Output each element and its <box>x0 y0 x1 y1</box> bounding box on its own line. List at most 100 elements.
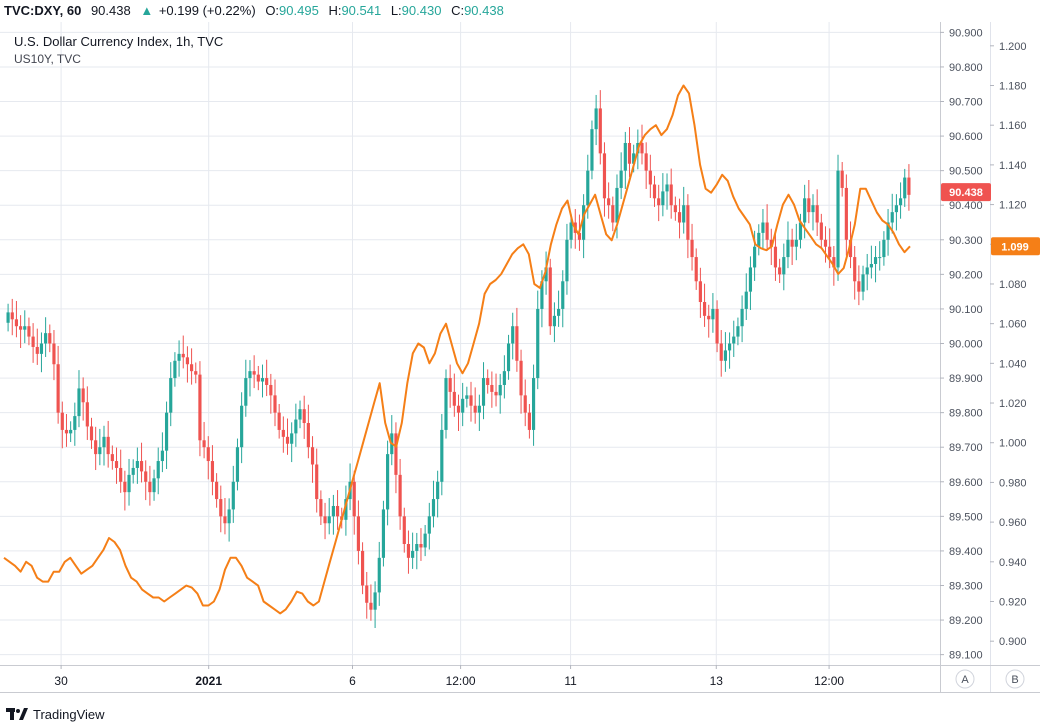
candle <box>398 474 402 517</box>
brand-label: TradingView <box>33 706 105 722</box>
candle <box>277 412 281 430</box>
candle <box>690 239 694 258</box>
scale-a-button[interactable] <box>955 669 975 689</box>
high-value: 90.541 <box>341 3 382 18</box>
candle <box>803 198 807 223</box>
scale-b-button[interactable] <box>1005 669 1025 689</box>
candle <box>661 191 665 206</box>
candle <box>119 467 123 482</box>
candle <box>486 378 490 385</box>
candle <box>10 312 14 320</box>
candle <box>673 205 677 213</box>
candle <box>335 505 340 517</box>
candle <box>577 232 582 240</box>
candle <box>39 343 44 354</box>
candle <box>732 336 736 344</box>
candle <box>769 239 773 247</box>
price-tick-label: 89.400 <box>949 546 983 558</box>
candle <box>615 187 619 223</box>
candle <box>198 374 202 441</box>
tradingview-brand[interactable]: TradingView <box>6 704 105 724</box>
candle <box>711 308 715 320</box>
candle <box>369 602 373 610</box>
main-series-legend[interactable]: U.S. Dollar Currency Index, 1h, TVC <box>14 34 224 49</box>
candle <box>748 267 753 292</box>
b-tick-label: 0.900 <box>999 636 1027 648</box>
candle <box>782 257 786 275</box>
candle <box>586 170 590 206</box>
candle <box>386 454 390 510</box>
candle <box>152 478 156 493</box>
candle <box>702 302 707 316</box>
price-tick-label: 89.600 <box>949 477 983 489</box>
scale-a-label[interactable]: A <box>961 674 969 686</box>
candle <box>865 267 869 275</box>
candle <box>623 142 627 171</box>
close-value: 90.438 <box>464 3 504 18</box>
candle <box>298 409 302 420</box>
us10y-line <box>3 84 911 615</box>
candle <box>565 239 569 282</box>
candle <box>682 205 686 223</box>
candle <box>106 436 110 455</box>
candle <box>890 212 894 223</box>
low-label: L: <box>390 3 402 18</box>
symbol-label[interactable]: TVC:DXY, 60 <box>4 3 82 18</box>
candle <box>164 412 169 451</box>
candle <box>202 440 206 448</box>
candle <box>173 360 177 379</box>
b-tick-label: 1.180 <box>999 81 1027 93</box>
candle <box>248 371 252 379</box>
compare-series-legend[interactable]: US10Y, TVC <box>14 52 81 66</box>
candle <box>206 447 210 462</box>
candle <box>548 267 552 327</box>
candle <box>744 291 748 309</box>
candle <box>519 360 523 396</box>
candle <box>652 184 657 199</box>
price-tick-label: 89.700 <box>949 442 983 454</box>
candle <box>561 281 565 309</box>
candle <box>423 533 427 548</box>
symbol-header: TVC:DXY, 60 90.438 ▲ +0.199 (+0.22%) O:9… <box>0 0 944 22</box>
candle <box>590 129 594 171</box>
time-tick-label: 6 <box>349 674 356 688</box>
candle <box>235 447 240 482</box>
candle <box>594 108 598 130</box>
close-label: C: <box>451 3 465 18</box>
candle <box>6 312 10 323</box>
candle <box>52 343 56 365</box>
price-tick-label: 89.200 <box>949 615 983 627</box>
candle <box>114 461 119 468</box>
candle <box>828 246 832 258</box>
candle <box>723 350 727 361</box>
candle <box>602 153 607 199</box>
candle <box>894 205 898 213</box>
candle <box>344 499 348 520</box>
candle <box>169 378 173 413</box>
candle <box>515 326 519 361</box>
price-tick-label: 89.800 <box>949 408 983 420</box>
candle <box>857 281 861 292</box>
candle <box>798 222 803 240</box>
candle <box>727 343 732 351</box>
low-value: 90.430 <box>401 3 442 18</box>
scale-b-label[interactable]: B <box>1011 674 1018 686</box>
b-tick-label: 1.140 <box>999 160 1027 172</box>
candle <box>190 364 194 372</box>
candle <box>832 257 836 268</box>
candle <box>773 246 778 268</box>
candle <box>886 222 890 240</box>
candle <box>473 405 477 413</box>
candle <box>431 499 436 517</box>
candle <box>694 257 698 282</box>
candle <box>494 391 498 396</box>
arrow-up-icon: ▲ <box>140 3 154 18</box>
candle <box>27 326 31 337</box>
candle <box>569 222 573 240</box>
candle <box>81 388 85 403</box>
candle <box>757 232 761 247</box>
candle <box>786 239 790 258</box>
candle <box>848 239 853 258</box>
candle <box>531 378 536 430</box>
